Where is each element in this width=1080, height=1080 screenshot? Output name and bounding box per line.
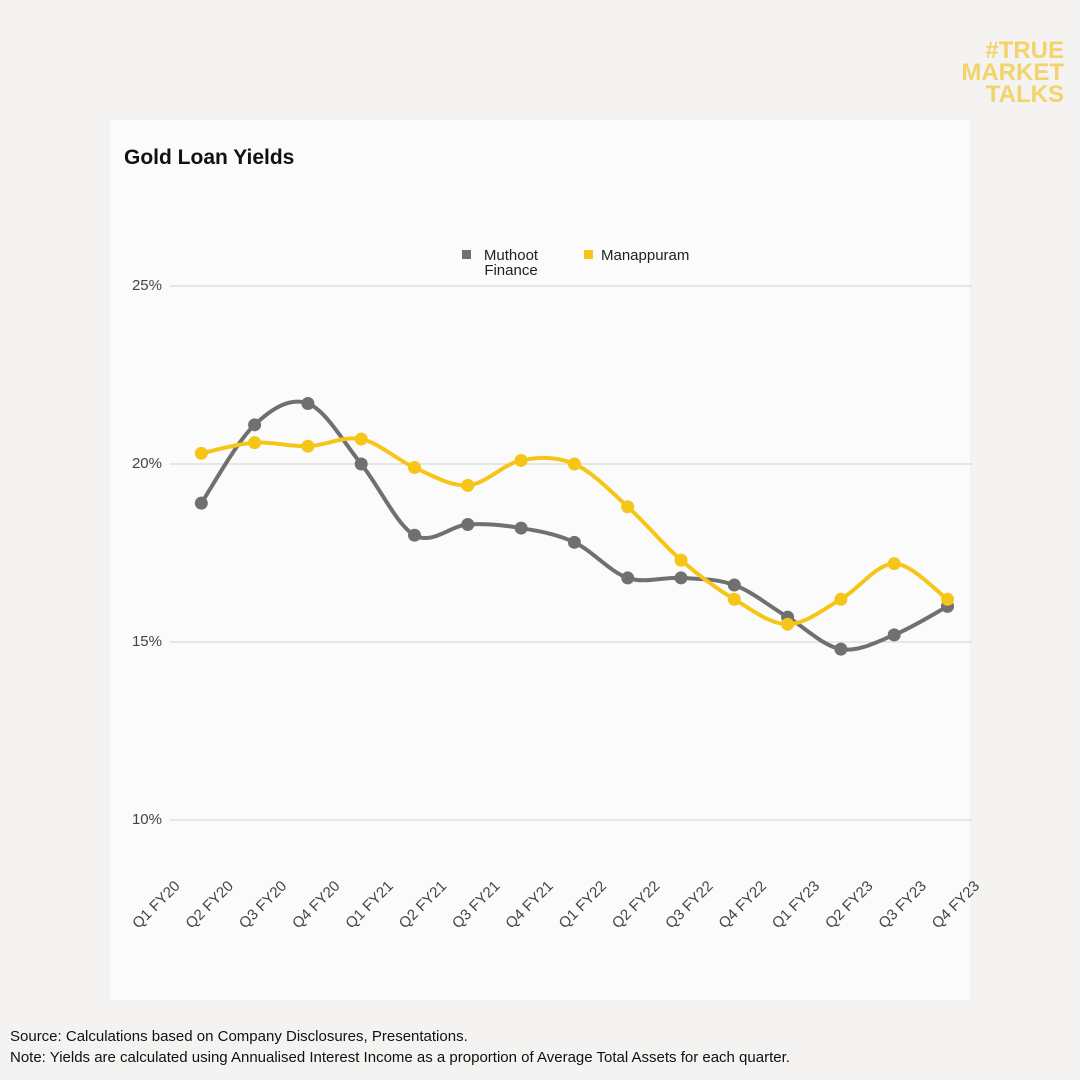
x-tick-label: Q3 FY20 xyxy=(236,878,290,932)
x-tick-label: Q4 FY22 xyxy=(715,878,769,932)
data-point xyxy=(354,432,368,446)
data-point xyxy=(248,436,262,450)
y-tick-label: 10% xyxy=(132,811,162,828)
data-point xyxy=(834,592,848,606)
series-line xyxy=(199,399,949,652)
x-tick-label: Q4 FY20 xyxy=(289,878,343,932)
y-tick-label: 25% xyxy=(132,277,162,294)
data-point xyxy=(354,457,368,471)
data-point xyxy=(887,557,901,571)
data-point xyxy=(567,535,581,549)
chart-title: Gold Loan Yields xyxy=(124,146,295,169)
x-tick-label: Q1 FY20 xyxy=(129,878,183,932)
data-point xyxy=(674,571,688,585)
x-tick-label: Q2 FY20 xyxy=(182,878,236,932)
x-tick-label: Q2 FY21 xyxy=(396,878,450,932)
data-point xyxy=(834,642,848,656)
data-point xyxy=(621,571,635,585)
x-tick-label: Q3 FY23 xyxy=(875,878,929,932)
logo: #TRUE MARKET TALKS xyxy=(961,37,1064,108)
legend-item: Muthoot Finance xyxy=(462,248,543,278)
y-tick-label: 20% xyxy=(132,455,162,472)
data-point xyxy=(514,521,528,535)
x-tick-label: Q1 FY23 xyxy=(769,878,823,932)
data-point xyxy=(194,446,208,460)
data-point xyxy=(674,553,688,567)
x-tick-label: Q1 FY21 xyxy=(342,878,396,932)
legend-swatch xyxy=(584,250,593,259)
source: Source: Calculations based on Company Di… xyxy=(10,1028,468,1045)
legend-swatch xyxy=(462,250,471,259)
logo-line: MARKET xyxy=(961,59,1064,86)
data-point xyxy=(514,453,528,467)
data-point xyxy=(727,592,741,606)
x-tick-label: Q4 FY21 xyxy=(502,878,556,932)
data-point xyxy=(408,528,421,542)
series-line xyxy=(200,436,949,627)
x-tick-label: Q2 FY23 xyxy=(822,878,876,932)
legend-label: Manappuram xyxy=(601,247,690,264)
legend-item: Manappuram xyxy=(584,248,689,263)
data-point xyxy=(248,418,262,432)
data-point xyxy=(727,578,741,592)
data-point xyxy=(461,518,475,532)
logo-line: TALKS xyxy=(985,81,1064,108)
x-tick-label: Q3 FY22 xyxy=(662,878,716,932)
x-tick-label: Q2 FY22 xyxy=(609,878,663,932)
data-point xyxy=(461,478,475,492)
data-point xyxy=(301,439,315,453)
data-point xyxy=(887,628,901,642)
logo-line: #TRUE xyxy=(985,37,1064,64)
data-point xyxy=(301,396,315,410)
data-point xyxy=(194,496,208,510)
note: Note: Yields are calculated using Annual… xyxy=(10,1049,790,1066)
data-point xyxy=(941,592,954,606)
chart-panel xyxy=(110,120,970,1000)
x-tick-label: Q4 FY23 xyxy=(929,878,983,932)
x-tick-label: Q3 FY21 xyxy=(449,878,503,932)
legend-label: Muthoot Finance xyxy=(483,247,539,279)
data-point xyxy=(408,461,421,475)
data-point xyxy=(621,500,635,514)
data-point xyxy=(567,457,581,471)
y-tick-label: 15% xyxy=(132,633,162,650)
x-tick-label: Q1 FY22 xyxy=(556,878,610,932)
data-point xyxy=(781,617,795,631)
